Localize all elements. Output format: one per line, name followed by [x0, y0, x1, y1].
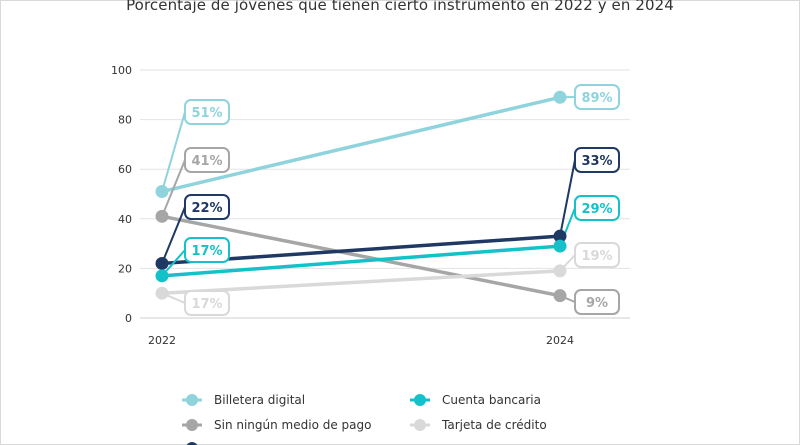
- legend-swatch-dot: [186, 442, 198, 445]
- x-tick-label: 2022: [148, 334, 176, 347]
- legend-label: Sin ningún medio de pago: [214, 418, 371, 432]
- data-point: [155, 286, 169, 300]
- data-label-box: [574, 84, 620, 110]
- data-label-box: [574, 147, 620, 173]
- legend-label: Billetera digital: [214, 393, 305, 407]
- series-line: [160, 214, 562, 298]
- data-label: 22%: [191, 201, 222, 216]
- label-leader: [559, 159, 576, 237]
- legend-swatch-dot: [186, 394, 198, 406]
- label-leader: [161, 206, 186, 264]
- y-tick-label: 40: [118, 213, 132, 226]
- data-point: [553, 90, 567, 104]
- data-label-box: [184, 290, 230, 316]
- data-label-box: [574, 195, 620, 221]
- legend-swatch-dot: [414, 394, 426, 406]
- chart-title: Porcentaje de jóvenes que tienen cierto …: [126, 0, 674, 14]
- data-label-box: [574, 289, 620, 315]
- data-point: [155, 185, 169, 199]
- data-point: [155, 269, 169, 283]
- data-point: [553, 264, 567, 278]
- data-point: [553, 289, 567, 303]
- data-label: 29%: [581, 202, 612, 217]
- data-point: [155, 256, 169, 270]
- label-leader: [161, 159, 186, 217]
- data-point: [155, 209, 169, 223]
- data-point: [553, 239, 567, 253]
- data-label: 51%: [191, 106, 222, 121]
- data-label: 33%: [581, 154, 612, 169]
- legend-label: Cuenta bancaria: [442, 393, 541, 407]
- legend-label: Tarjeta de crédito: [441, 418, 547, 432]
- y-tick-label: 80: [118, 114, 132, 127]
- data-label-box: [184, 237, 230, 263]
- series-line: [160, 95, 562, 194]
- label-leader: [161, 111, 186, 192]
- data-label: 41%: [191, 154, 222, 169]
- data-label-box: [574, 242, 620, 268]
- x-tick-label: 2024: [546, 334, 574, 347]
- data-label: 89%: [581, 91, 612, 106]
- legend-swatch-dot: [186, 419, 198, 431]
- series-line: [160, 269, 562, 295]
- data-label: 19%: [581, 249, 612, 264]
- y-tick-label: 100: [111, 64, 132, 77]
- data-label: 17%: [191, 297, 222, 312]
- series-line: [160, 244, 562, 278]
- data-label: 9%: [586, 296, 608, 311]
- data-label: 17%: [191, 244, 222, 259]
- y-tick-label: 20: [118, 262, 132, 275]
- data-label-box: [184, 99, 230, 125]
- data-label-box: [184, 147, 230, 173]
- data-label-box: [184, 194, 230, 220]
- data-point: [553, 229, 567, 243]
- y-tick-label: 60: [118, 163, 132, 176]
- y-tick-label: 0: [125, 312, 132, 325]
- legend-swatch-dot: [414, 419, 426, 431]
